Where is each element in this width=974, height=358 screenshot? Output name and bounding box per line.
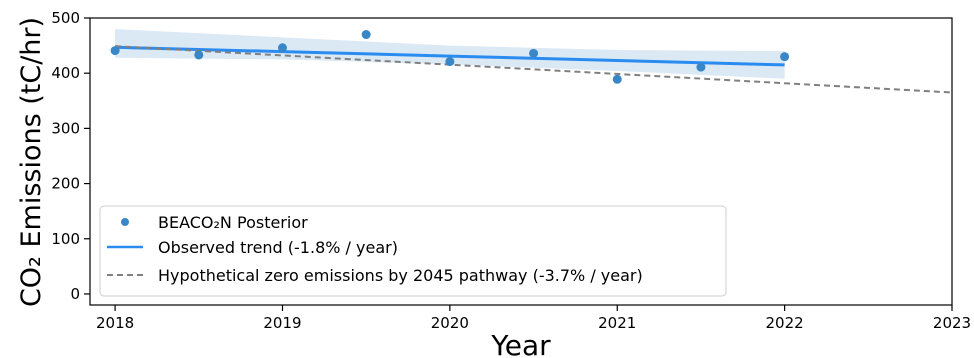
legend-marker-scatter	[121, 218, 129, 226]
y-tick-label: 500	[51, 9, 80, 27]
y-tick-label: 100	[51, 230, 80, 248]
lines-layer	[115, 45, 953, 94]
data-point	[780, 52, 790, 62]
data-point	[612, 74, 622, 84]
x-tick-label: 2021	[598, 314, 636, 332]
data-point	[445, 57, 455, 67]
y-tick-label: 300	[51, 119, 80, 137]
data-point	[696, 62, 706, 72]
trend-confidence-band	[115, 29, 785, 79]
data-point	[529, 48, 539, 58]
legend: BEACO₂N Posterior Observed trend (-1.8% …	[99, 205, 727, 297]
data-point	[277, 43, 287, 53]
x-tick-label: 2020	[431, 314, 469, 332]
x-tick-label: 2023	[933, 314, 971, 332]
data-point	[361, 30, 371, 40]
x-axis-title: Year	[490, 329, 551, 358]
legend-label-trend: Observed trend (-1.8% / year)	[158, 238, 398, 257]
ticks-layer: 2018 2019 2020 2021 2022 2023 0 100 200 300 400 500	[51, 9, 971, 332]
y-tick-label: 200	[51, 175, 80, 193]
y-axis-title: CO₂ Emissions (tC/hr)	[16, 17, 47, 307]
x-tick-label: 2018	[96, 314, 134, 332]
data-point	[110, 46, 120, 56]
observed-trend-line	[115, 45, 785, 67]
plot-frame	[89, 17, 953, 306]
points-layer	[110, 30, 790, 84]
legend-label-pathway: Hypothetical zero emissions by 2045 path…	[158, 266, 643, 285]
confidence-band-layer	[115, 29, 785, 79]
y-tick-label: 400	[51, 64, 80, 82]
y-tick-label: 0	[70, 285, 80, 303]
x-tick-label: 2019	[263, 314, 301, 332]
legend-box	[99, 205, 727, 297]
x-tick-label: 2022	[766, 314, 804, 332]
legend-label-scatter: BEACO₂N Posterior	[158, 213, 308, 232]
data-point	[194, 50, 204, 60]
